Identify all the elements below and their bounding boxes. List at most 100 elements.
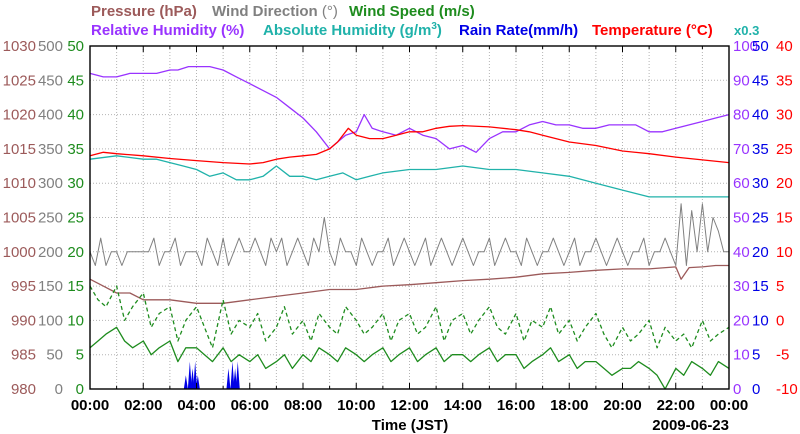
x-tick-label: 04:00 — [177, 397, 215, 414]
wind_direction-tick-label: 250 — [38, 210, 63, 227]
rain_rate-tick-label: 5 — [752, 347, 760, 364]
rain_rate-tick-label: 25 — [752, 210, 769, 227]
rel_humidity-tick-label: 90 — [733, 72, 750, 89]
rain-rate-bar — [235, 361, 240, 389]
rain_rate-tick-label: 20 — [752, 244, 769, 261]
legend-wind-direction-unit: (°) — [321, 3, 338, 20]
pressure-line — [89, 264, 729, 304]
temperature-tick-label: 25 — [776, 141, 793, 158]
legend-rain-rate: Rain Rate(mm/h) — [459, 22, 579, 39]
rel_humidity-tick-label: 0 — [733, 381, 741, 398]
temperature-tick-label: 20 — [776, 175, 793, 192]
x-axis-label: Time (JST) — [372, 417, 448, 434]
pressure-tick-label: 980 — [11, 381, 36, 398]
wind_speed-tick-label: 50 — [67, 38, 84, 55]
wind_speed-tick-label: 5 — [76, 347, 84, 364]
wind_direction-tick-label: 50 — [46, 347, 63, 364]
pressure-tick-label: 1015 — [3, 141, 36, 158]
wind_speed-tick-label: 0 — [76, 381, 84, 398]
x-axis: 00:00 02:00 04:00 06:00 08:00 10:00 12:00 14:00… — [71, 46, 748, 414]
wind_speed-tick-label: 40 — [67, 107, 84, 124]
rain_rate-tick-label: 30 — [752, 175, 769, 192]
left-axes: 9809859909951000100510101015102010251030… — [3, 38, 84, 398]
x-tick-label: 20:00 — [603, 397, 641, 414]
temperature-tick-label: 35 — [776, 72, 793, 89]
rain_rate-tick-label: 0 — [752, 381, 760, 398]
pressure-tick-label: 985 — [11, 347, 36, 364]
rain-rate-bar — [183, 375, 188, 389]
series-layer — [89, 65, 730, 390]
wind_speed-tick-label: 15 — [67, 278, 84, 295]
temperature-tick-label: -10 — [776, 381, 798, 398]
rel_humidity-tick-label: 70 — [733, 141, 750, 158]
x-tick-label: 08:00 — [284, 397, 322, 414]
wind_speed-tick-label: 20 — [67, 244, 84, 261]
wind_direction-tick-label: 200 — [38, 244, 63, 261]
legend-wind-direction-label: Wind Direction — [212, 3, 318, 20]
legend-abs-humidity-close: ) — [436, 22, 442, 39]
pressure-tick-label: 1025 — [3, 72, 36, 89]
legend-abs-humidity-label: Absolute Humidity (g/m — [263, 22, 432, 39]
relative-humidity-line — [89, 65, 730, 153]
pressure-tick-label: 1020 — [3, 107, 36, 124]
wind_direction-tick-label: 300 — [38, 175, 63, 192]
rain_rate-tick-label: 35 — [752, 141, 769, 158]
rel_humidity-tick-label: 30 — [733, 278, 750, 295]
wind_speed-tick-label: 25 — [67, 210, 84, 227]
temperature-tick-label: 30 — [776, 107, 793, 124]
rain-rate-bar — [187, 361, 192, 389]
rel_humidity-tick-label: 10 — [733, 347, 750, 364]
wind_direction-tick-label: 100 — [38, 312, 63, 329]
rel_humidity-tick-label: 50 — [733, 210, 750, 227]
rel_humidity-tick-label: 100 — [733, 38, 758, 55]
wind_direction-tick-label: 0 — [55, 381, 63, 398]
wind_direction-tick-label: 450 — [38, 72, 63, 89]
x-tick-label: 18:00 — [550, 397, 588, 414]
rain_rate-tick-label: 10 — [752, 312, 769, 329]
wind_speed-tick-label: 45 — [67, 72, 84, 89]
rain_rate-tick-label: 50 — [752, 38, 769, 55]
pressure-tick-label: 990 — [11, 312, 36, 329]
x-tick-label: 16:00 — [497, 397, 535, 414]
wind_direction-tick-label: 500 — [38, 38, 63, 55]
legend-rel-humidity: Relative Humidity (%) — [91, 22, 245, 39]
temperature-tick-label: 5 — [776, 278, 784, 295]
x-tick-label: 22:00 — [657, 397, 695, 414]
rain-rate-bar — [233, 368, 238, 389]
temperature-tick-label: 10 — [776, 244, 793, 261]
legend-temperature: Temperature (°C) — [592, 22, 713, 39]
absolute-humidity-x0-3-line — [89, 155, 729, 198]
legend-wind-direction: Wind Direction (°) — [212, 3, 338, 20]
wind-speed-mean-line — [89, 326, 730, 390]
x-tick-label: 00:00 — [710, 397, 748, 414]
wind_speed-tick-label: 10 — [67, 312, 84, 329]
pressure-tick-label: 1005 — [3, 210, 36, 227]
wind_speed-tick-label: 30 — [67, 175, 84, 192]
rain_rate-tick-label: 45 — [752, 72, 769, 89]
rain_rate-tick-label: 15 — [752, 278, 769, 295]
pressure-tick-label: 1000 — [3, 244, 36, 261]
rain_rate-tick-label: 40 — [752, 107, 769, 124]
pressure-tick-label: 995 — [11, 278, 36, 295]
wind_direction-tick-label: 400 — [38, 107, 63, 124]
rel_humidity-tick-label: 60 — [733, 175, 750, 192]
pressure-tick-label: 1010 — [3, 175, 36, 192]
legend-multiplier: x0.3 — [734, 23, 760, 38]
date-label: 2009-06-23 — [652, 417, 729, 434]
wind_direction-tick-label: 150 — [38, 278, 63, 295]
temperature-tick-label: -5 — [776, 347, 789, 364]
grid — [90, 46, 729, 389]
rain-rate-bar — [226, 368, 231, 389]
rain-rate-bar — [230, 361, 235, 389]
legend-wind-speed: Wind Speed (m/s) — [349, 3, 475, 20]
legend-abs-humidity-sup: 3 — [431, 21, 437, 32]
rain-rate-bar — [190, 368, 195, 389]
wind-direction-line — [89, 203, 729, 266]
wind_speed-tick-label: 35 — [67, 141, 84, 158]
pressure-tick-label: 1030 — [3, 38, 36, 55]
temperature-tick-label: 0 — [776, 312, 784, 329]
rain-rate-bar — [193, 361, 198, 389]
x-tick-label: 00:00 — [71, 397, 109, 414]
x-tick-label: 10:00 — [337, 397, 375, 414]
